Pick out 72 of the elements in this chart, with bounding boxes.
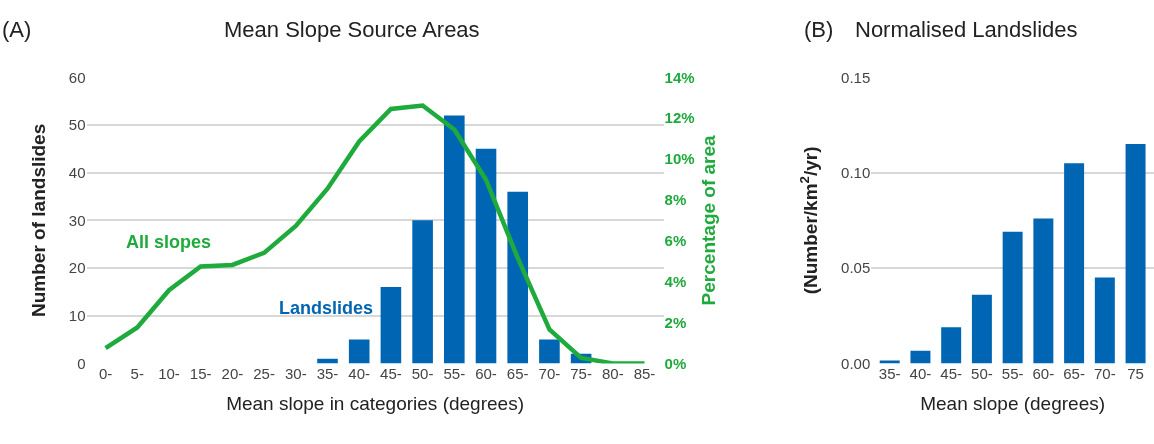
- y2-tick-label: 10%: [664, 150, 695, 168]
- x-tick-label: 45-: [380, 365, 402, 383]
- y-axis-title: Number of landslides: [27, 123, 49, 317]
- x-tick-label: 50-: [411, 365, 434, 383]
- bar: [380, 287, 402, 364]
- x-tick-label: 45-: [940, 365, 963, 383]
- bar: [412, 220, 433, 364]
- bar: [348, 339, 370, 364]
- line-series: [103, 103, 647, 364]
- text: (B): [804, 17, 834, 42]
- x-tick-label: 10-: [158, 365, 180, 383]
- x-tick-label: 15-: [189, 365, 212, 383]
- x-tick-label: 5-: [130, 365, 144, 383]
- y-tick-label: 0.00: [841, 354, 871, 372]
- x-tick-label: 0-: [98, 365, 113, 383]
- y2-tick-label: 2%: [664, 313, 687, 331]
- bar: [444, 115, 465, 364]
- y-tick-label: 50: [68, 116, 86, 134]
- x-tick-label: 80-: [601, 365, 624, 383]
- y-tick-label: 0.05: [841, 259, 871, 277]
- y2-tick-label: 12%: [664, 109, 695, 127]
- x-tick-label: 85-: [633, 365, 656, 383]
- x-axis-title: Mean slope (degrees): [920, 393, 1106, 415]
- bar: [941, 327, 962, 364]
- bar: [971, 294, 992, 364]
- x-tick-label: 60-: [475, 365, 497, 383]
- x-tick-label: 75: [1127, 365, 1144, 383]
- y-tick-label: 0: [77, 354, 86, 372]
- bar: [1002, 231, 1023, 364]
- chart-title: Normalised Landslides: [855, 17, 1078, 42]
- y2-axis-title: Percentage of area: [698, 134, 720, 306]
- bar: [1094, 277, 1115, 364]
- x-tick-label: 60-: [1032, 365, 1055, 383]
- y-tick-label: 40: [68, 163, 86, 181]
- x-tick-label: 35-: [316, 365, 339, 383]
- bar: [910, 350, 931, 364]
- x-tick-label: 70-: [538, 365, 561, 383]
- y-tick-label: 0.10: [841, 163, 871, 181]
- y-tick-label: 0.15: [841, 68, 871, 86]
- x-tick-label: 65-: [1063, 365, 1085, 383]
- x-tick-label: 55-: [443, 365, 466, 383]
- y-tick-label: 20: [68, 259, 86, 277]
- x-tick-label: 35-: [878, 365, 901, 383]
- series-label: Landslides: [279, 298, 374, 318]
- bar: [1033, 218, 1054, 364]
- x-tick-label: 50-: [971, 365, 993, 383]
- bar: [507, 191, 529, 364]
- y-tick-label: 60: [68, 68, 86, 86]
- x-tick-label: 75-: [570, 365, 592, 383]
- x-tick-label: 65-: [506, 365, 529, 383]
- y2-tick-label: 6%: [664, 232, 687, 250]
- x-tick-label: 70-: [1093, 365, 1116, 383]
- x-tick-label: 25-: [253, 365, 275, 383]
- y2-tick-label: 8%: [664, 191, 687, 209]
- series-label: All slopes: [126, 232, 212, 252]
- bar: [539, 339, 560, 364]
- x-tick-label: 30-: [284, 365, 307, 383]
- bar: [475, 148, 497, 364]
- bar: [1125, 144, 1146, 364]
- chart-title: Mean Slope Source Areas: [224, 17, 480, 42]
- y2-tick-label: 0%: [664, 354, 687, 372]
- y-tick-label: 30: [68, 211, 86, 229]
- x-tick-label: 40-: [348, 365, 371, 383]
- y2-tick-label: 14%: [664, 68, 695, 86]
- x-tick-label: 40-: [909, 365, 932, 383]
- bar: [1064, 163, 1085, 364]
- x-tick-label: 55-: [1001, 365, 1024, 383]
- y-tick-label: 10: [68, 306, 86, 324]
- x-axis-title: Mean slope in categories (degrees): [226, 393, 524, 415]
- text: (A): [2, 17, 32, 42]
- x-tick-label: 20-: [221, 365, 244, 383]
- y2-tick-label: 4%: [664, 272, 687, 290]
